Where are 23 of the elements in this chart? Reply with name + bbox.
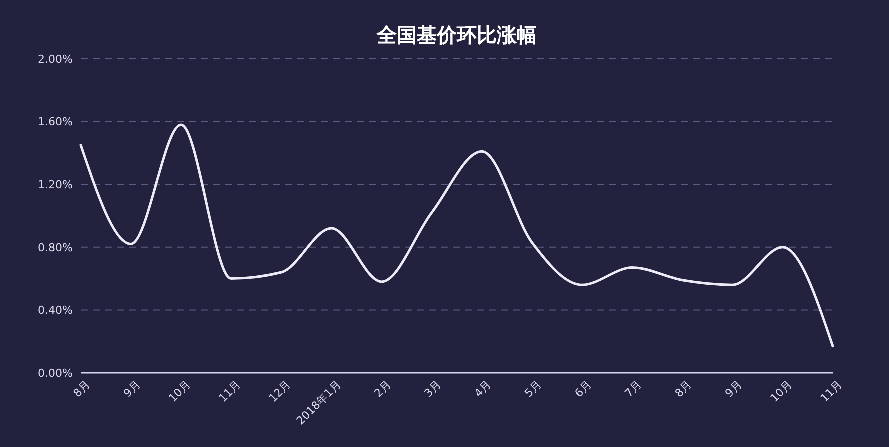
x-tick-label: 9月 bbox=[722, 378, 745, 400]
x-tick-label: 7月 bbox=[622, 378, 644, 400]
x-tick-label: 2月 bbox=[372, 378, 394, 400]
y-tick-label: 0.00% bbox=[38, 366, 73, 380]
x-tick-label: 4月 bbox=[472, 378, 494, 400]
x-tick-label: 3月 bbox=[422, 378, 444, 400]
x-tick-label: 11月 bbox=[818, 378, 846, 406]
y-tick-label: 0.80% bbox=[38, 241, 73, 254]
chart-title: 全国基价环比涨幅 bbox=[376, 22, 538, 49]
y-tick-label: 0.40% bbox=[38, 304, 73, 318]
y-tick-label: 1.60% bbox=[38, 116, 73, 129]
x-tick-label: 10月 bbox=[768, 378, 795, 406]
x-tick-label: 5月 bbox=[522, 378, 544, 400]
x-tick-label: 12月 bbox=[266, 378, 294, 406]
x-tick-label: 8月 bbox=[672, 378, 695, 400]
line-series bbox=[80, 124, 834, 348]
x-tick-label: 11月 bbox=[216, 378, 244, 406]
x-tick-label: 8月 bbox=[71, 378, 94, 400]
x-tick-label: 10月 bbox=[166, 378, 194, 406]
x-tick-label: 9月 bbox=[121, 378, 144, 400]
y-tick-label: 1.20% bbox=[38, 178, 73, 192]
y-tick-label: 2.00% bbox=[38, 52, 73, 66]
x-tick-label: 6月 bbox=[572, 378, 594, 400]
